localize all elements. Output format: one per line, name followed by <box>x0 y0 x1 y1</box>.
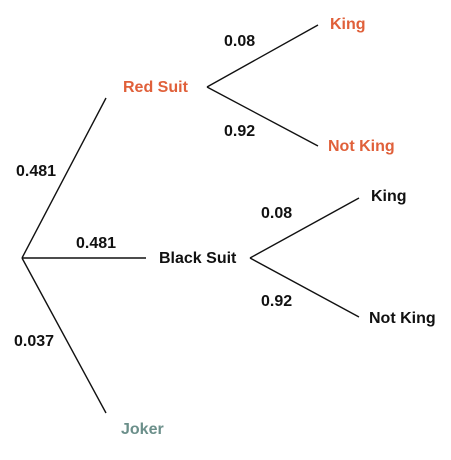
prob-joker: 0.037 <box>14 333 54 350</box>
prob-red-not-king: 0.92 <box>224 123 255 140</box>
edge-red-suit-to-not-king <box>206 86 319 147</box>
edge-red-suit-to-king <box>206 24 319 88</box>
prob-red-king: 0.08 <box>224 33 255 50</box>
node-red-king: King <box>330 16 366 33</box>
edge-black-suit-to-not-king <box>249 257 360 318</box>
node-red-not-king: Not King <box>328 138 395 155</box>
edge-root-to-red-suit <box>21 97 107 259</box>
node-joker: Joker <box>121 421 164 438</box>
prob-black-not-king: 0.92 <box>261 293 292 310</box>
prob-black-king: 0.08 <box>261 205 292 222</box>
node-red-suit: Red Suit <box>123 79 189 96</box>
node-black-king: King <box>371 188 407 205</box>
node-black-suit: Black Suit <box>159 250 237 267</box>
edge-black-suit-to-king <box>249 197 360 259</box>
prob-red-suit: 0.481 <box>16 163 56 180</box>
edge-root-to-joker <box>21 257 107 414</box>
node-black-not-king: Not King <box>369 310 436 327</box>
prob-black-suit: 0.481 <box>76 235 116 252</box>
